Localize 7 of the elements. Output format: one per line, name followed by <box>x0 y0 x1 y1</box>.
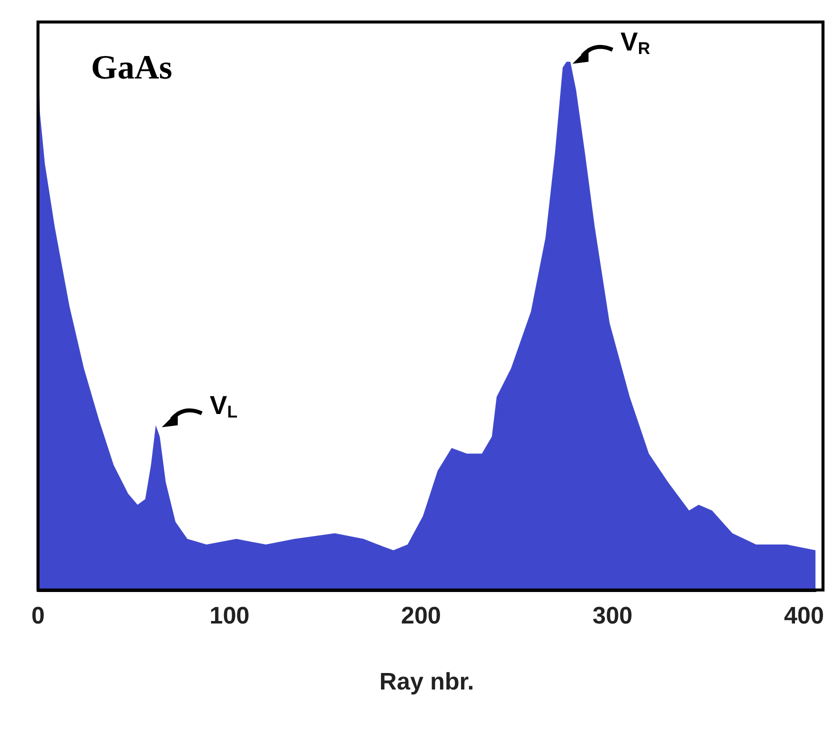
x-tick-label: 400 <box>784 602 824 630</box>
text: GaAs <box>91 50 172 86</box>
x-tick-label: 100 <box>209 602 250 630</box>
x-tick-label: 0 <box>31 602 45 630</box>
x-axis-title: Ray nbr. <box>379 668 474 696</box>
x-tick-label: 300 <box>592 602 633 630</box>
x-tick-label: 200 <box>400 602 442 630</box>
